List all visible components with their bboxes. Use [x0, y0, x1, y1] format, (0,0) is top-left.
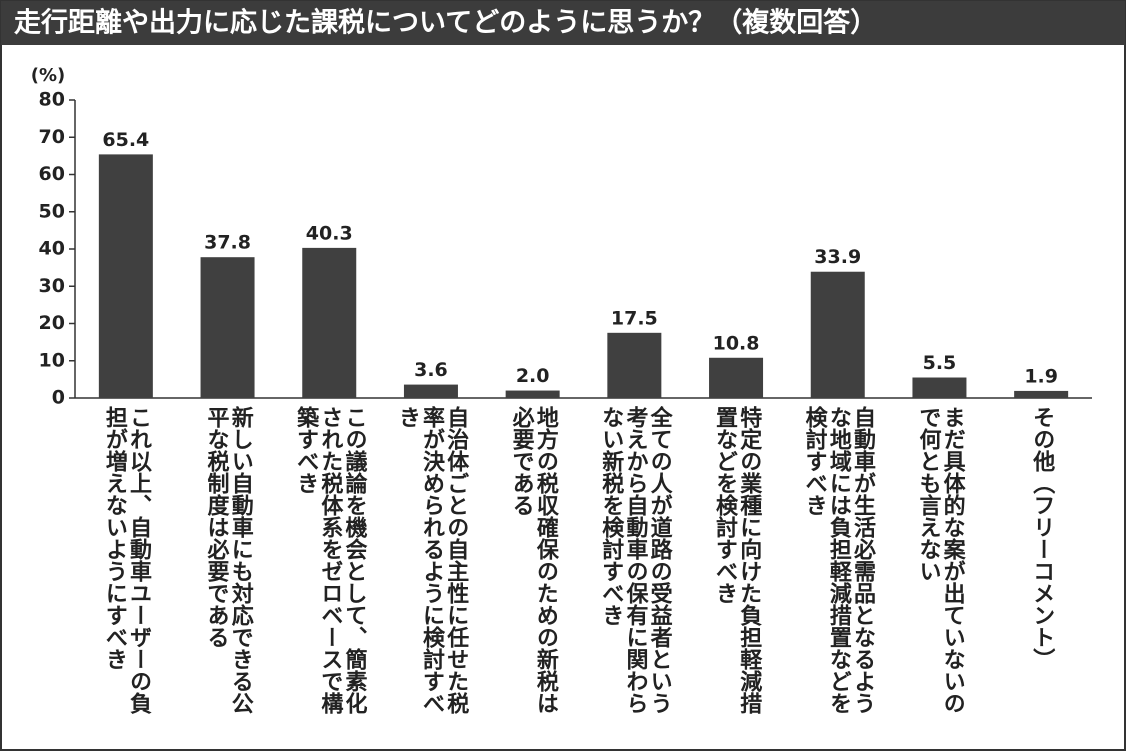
x-tick-label-box: 全ての人が道路の受益者という考えから自動車の保有に関わらない新税を検討すべき	[598, 406, 672, 714]
y-tick-label: 30	[39, 275, 65, 297]
x-tick-label: 地方の税収確保のための新税は必要である	[508, 406, 558, 714]
x-tick-label: 全ての人が道路の受益者という考えから自動車の保有に関わらない新税を検討すべき	[598, 406, 672, 714]
bar	[505, 390, 560, 398]
x-tick-label: 新しい自動車にも対応できる公平な税制度は必要である	[203, 406, 253, 714]
bar	[98, 154, 153, 398]
bar	[200, 257, 255, 398]
value-label: 40.3	[306, 222, 353, 244]
value-label: 1.9	[1024, 365, 1058, 387]
chart-title: 走行距離や出力に応じた課税についてどのように思うか？（複数回答）	[14, 7, 877, 39]
y-tick-label: 50	[39, 200, 65, 222]
y-tick-label: 40	[39, 238, 65, 260]
y-tick-label: 60	[39, 163, 65, 185]
x-tick-label-box: 自治体ごとの自主性に任せた税率が決められるように検討すべき	[394, 406, 469, 714]
value-label: 5.5	[923, 352, 957, 374]
bar	[810, 271, 865, 398]
x-tick-label-box: 新しい自動車にも対応できる公平な税制度は必要である	[203, 406, 253, 714]
x-tick-label: 自動車が生活必需品となるような地域には負担軽減措置などを検討すべき	[801, 406, 876, 714]
value-label: 65.4	[102, 129, 149, 151]
bar	[912, 377, 967, 398]
x-tick-label-box: この議論を機会として、簡素化された税体系をゼロベースで構築すべき	[293, 406, 367, 714]
x-tick-label-box: これ以上、自動車ユーザーの負担が増えないようにすべき	[101, 406, 152, 714]
x-tick-label: その他（フリーコメント）	[1029, 406, 1055, 670]
bar	[403, 384, 458, 398]
x-tick-label: まだ具体的な案が出ていないので何とも言えない	[915, 406, 965, 714]
title-bar	[1, 1, 1125, 45]
x-tick-label: 特定の業種に向けた負担軽減措置などを検討すべき	[712, 406, 762, 714]
x-tick-label: この議論を機会として、簡素化された税体系をゼロベースで構築すべき	[293, 406, 367, 714]
bar	[302, 247, 357, 398]
x-tick-label-box: 地方の税収確保のための新税は必要である	[508, 406, 558, 714]
x-tick-label-box: 自動車が生活必需品となるような地域には負担軽減措置などを検討すべき	[801, 406, 876, 714]
y-tick-label: 10	[39, 349, 65, 371]
y-axis-label: (%)	[31, 65, 66, 86]
x-tick-label: これ以上、自動車ユーザーの負担が増えないようにすべき	[101, 406, 152, 714]
bar	[709, 357, 764, 398]
x-tick-label-box: まだ具体的な案が出ていないので何とも言えない	[915, 406, 965, 714]
x-tick-label-box: その他（フリーコメント）	[1029, 406, 1055, 670]
value-label: 3.6	[414, 359, 448, 381]
value-label: 10.8	[713, 332, 760, 354]
x-tick-label-box: 特定の業種に向けた負担軽減措置などを検討すべき	[712, 406, 762, 714]
value-label: 2.0	[516, 365, 550, 387]
bar	[607, 332, 662, 398]
value-label: 17.5	[611, 307, 658, 329]
y-tick-label: 20	[39, 312, 65, 334]
x-tick-label: 自治体ごとの自主性に任せた税率が決められるように検討すべき	[394, 406, 469, 714]
value-label: 33.9	[814, 246, 861, 268]
y-tick-label: 0	[52, 387, 65, 409]
y-tick-label: 80	[39, 89, 65, 111]
y-tick-label: 70	[39, 126, 65, 148]
value-label: 37.8	[204, 232, 251, 254]
bar	[1014, 390, 1069, 398]
